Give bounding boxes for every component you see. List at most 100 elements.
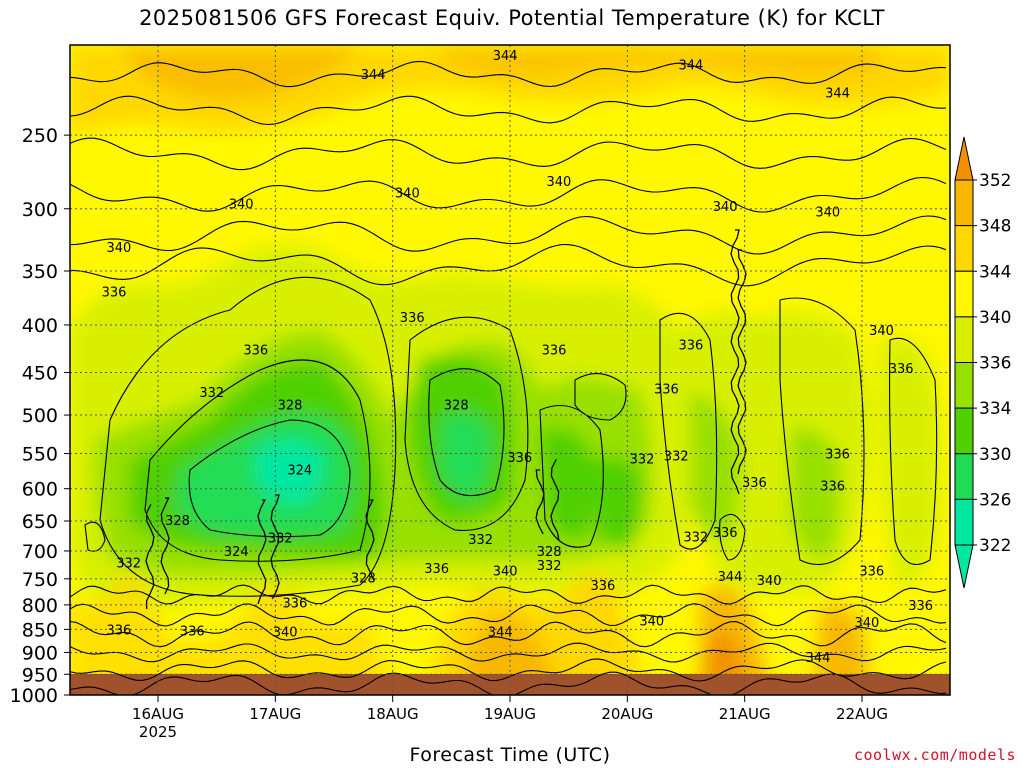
colorbar-swatch <box>954 362 974 409</box>
contour-label: 340 <box>757 574 782 589</box>
contour-line <box>70 603 947 627</box>
colorbar-label: 344 <box>979 262 1011 282</box>
contour-label: 336 <box>742 476 767 491</box>
contour-plume <box>550 459 560 541</box>
contour-label: 336 <box>713 526 738 541</box>
contour-loop <box>719 513 746 561</box>
contour-label: 328 <box>165 514 190 529</box>
contour-label: 340 <box>639 615 664 630</box>
contour-plume <box>160 497 170 595</box>
contour-loop <box>404 316 529 531</box>
y-tick-label: 700 <box>22 541 58 563</box>
y-tick-label: 950 <box>22 664 58 686</box>
colorbar-swatch <box>954 407 974 455</box>
contour-label: 328 <box>537 545 562 560</box>
x-tick-label: 20AUG <box>601 705 653 723</box>
contour-label: 340 <box>815 205 840 220</box>
contour-label: 344 <box>825 87 850 102</box>
y-tick-label: 1000 <box>10 685 58 707</box>
contour-label: 336 <box>542 343 567 358</box>
colorbar-swatch <box>954 179 974 227</box>
colorbar-label: 340 <box>979 308 1011 328</box>
y-axis: 2503003504004505005506006507007508008509… <box>10 125 70 707</box>
y-tick-label: 300 <box>22 199 58 221</box>
contour-loop <box>144 359 371 562</box>
colorbar-swatch <box>954 270 974 318</box>
y-tick-label: 600 <box>22 479 58 501</box>
contour-loop <box>84 521 106 552</box>
x-tick-label: 16AUG <box>132 705 184 723</box>
contour-label: 344 <box>488 626 513 641</box>
x-tick-label: 18AUG <box>367 705 419 723</box>
contour-plume <box>535 469 545 535</box>
contour-label: 336 <box>282 596 307 611</box>
contour-line <box>70 584 947 605</box>
contour-plume <box>257 499 267 605</box>
contour-loop <box>574 373 627 421</box>
x-tick-label: 21AUG <box>719 705 771 723</box>
y-tick-label: 450 <box>22 363 58 385</box>
surface-strip <box>70 674 950 695</box>
credit-link[interactable]: coolwx.com/models <box>853 746 1016 764</box>
contour-label: 340 <box>854 616 879 631</box>
colorbar-label: 336 <box>979 354 1011 374</box>
contour-label: 340 <box>493 565 518 580</box>
contour-plume <box>730 229 740 495</box>
contour-label: 324 <box>224 545 249 560</box>
colorbar-label: 326 <box>979 490 1011 510</box>
chart-title: 2025081506 GFS Forecast Equiv. Potential… <box>139 6 885 30</box>
x-tick-sublabel: 2025 <box>139 723 177 741</box>
contour-label: 336 <box>678 339 703 354</box>
contour-loop <box>659 312 718 550</box>
contour-label: 340 <box>395 186 420 201</box>
colorbar-label: 348 <box>979 217 1011 237</box>
colorbar-label: 352 <box>979 171 1011 191</box>
contour-label: 340 <box>713 200 738 215</box>
contour-label: 340 <box>869 324 894 339</box>
y-tick-label: 550 <box>22 444 58 466</box>
theta-e-field <box>70 45 950 695</box>
contour-labels: 344 344 344 344 340 340 340 340 340 340 340 336 336 3… <box>102 49 933 666</box>
contour-loop <box>889 337 938 565</box>
colorbar: 352 348 344 340 336 334 330 326 322 <box>954 136 1011 589</box>
colorbar-min-arrow <box>954 544 974 589</box>
contour-loop <box>188 419 351 538</box>
colorbar-swatch <box>954 316 974 363</box>
y-tick-label: 650 <box>22 511 58 533</box>
contour-label: 328 <box>444 398 469 413</box>
contour-loop <box>779 297 865 565</box>
contour-line <box>70 215 947 255</box>
contour-label: 336 <box>820 479 845 494</box>
x-tick-label: 19AUG <box>484 705 536 723</box>
contour-label: 340 <box>229 197 254 212</box>
contour-label: 328 <box>278 398 303 413</box>
contour-label: 344 <box>718 570 743 585</box>
contour-line <box>70 60 947 88</box>
contour-label: 332 <box>199 386 224 401</box>
contour-label: 336 <box>424 562 449 577</box>
contour-label: 344 <box>806 651 831 666</box>
contour-label: 340 <box>273 626 298 641</box>
y-tick-label: 400 <box>22 315 58 337</box>
contour-label: 344 <box>678 59 703 74</box>
contour-label: 336 <box>590 579 615 594</box>
contour-label: 336 <box>825 448 850 463</box>
contour-label: 332 <box>116 556 141 571</box>
contour-loop <box>428 368 505 497</box>
contour-label: 336 <box>102 285 127 300</box>
contour-lines <box>70 60 947 695</box>
contour-line <box>70 671 947 695</box>
contour-label: 324 <box>287 463 312 478</box>
y-tick-label: 350 <box>22 261 58 283</box>
y-tick-label: 250 <box>22 125 58 147</box>
colorbar-swatch <box>954 225 974 272</box>
contour-label: 332 <box>268 531 293 546</box>
contour-label: 340 <box>106 241 131 256</box>
contour-line <box>70 176 947 213</box>
colorbar-label: 330 <box>979 445 1011 465</box>
y-tick-label: 850 <box>22 619 58 641</box>
contour-loop <box>539 405 604 548</box>
contour-label: 332 <box>683 530 708 545</box>
